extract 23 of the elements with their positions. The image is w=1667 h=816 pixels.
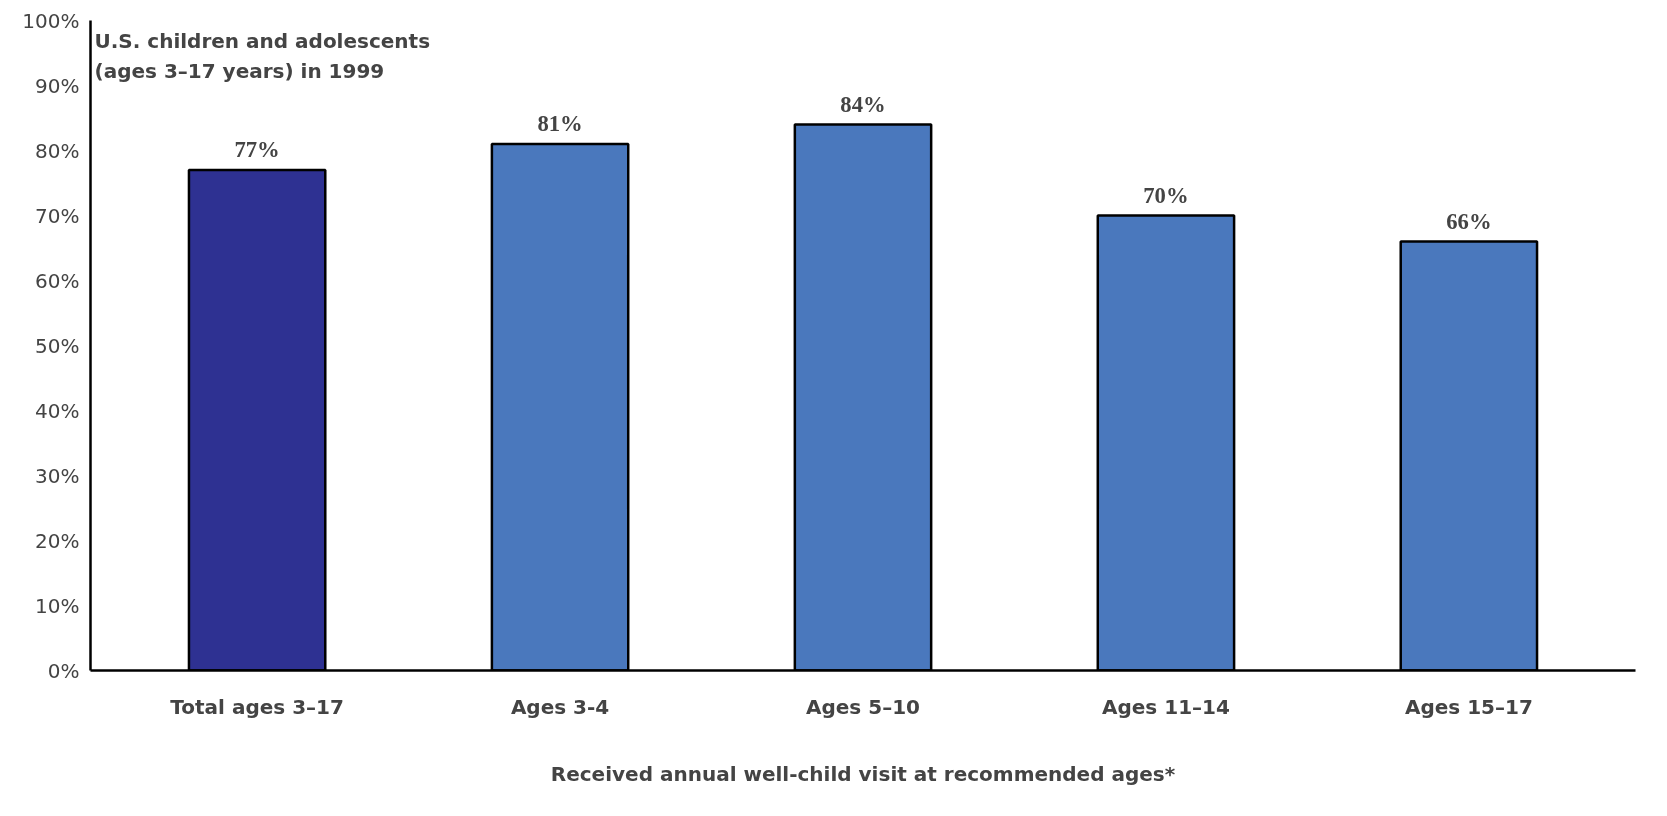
y-tick-label: 90% <box>35 73 80 98</box>
data-label: 77% <box>234 137 280 162</box>
x-tick-label: Total ages 3–17 <box>170 694 344 719</box>
data-label: 70% <box>1143 182 1189 208</box>
x-tick-label: Ages 3-4 <box>510 694 610 719</box>
data-label: 66% <box>1446 208 1492 234</box>
y-tick-label: 70% <box>35 203 80 228</box>
data-label: 81% <box>537 111 583 136</box>
x-axis-title: Received annual well-child visit at recommended ages* <box>550 761 1176 786</box>
data-label: 84% <box>840 91 886 117</box>
y-tick-label: 60% <box>35 268 80 293</box>
y-tick-label: 80% <box>35 138 80 163</box>
y-tick-label: 30% <box>35 463 80 488</box>
y-tick-label: 50% <box>35 333 80 358</box>
y-tick-label: 100% <box>22 8 80 33</box>
y-tick-label: 10% <box>35 593 80 618</box>
y-tick-label: 20% <box>35 528 80 553</box>
text: U.S. children and adolescents (ages 3–17 years) in 1999 <box>94 28 431 83</box>
x-tick-label: Ages 11–14 <box>1102 694 1230 719</box>
y-tick-label: 0% <box>47 658 80 683</box>
x-tick-label: Ages 5–10 <box>806 694 920 719</box>
x-tick-label: Ages 15–17 <box>1404 694 1533 719</box>
y-tick-label: 40% <box>35 398 80 423</box>
